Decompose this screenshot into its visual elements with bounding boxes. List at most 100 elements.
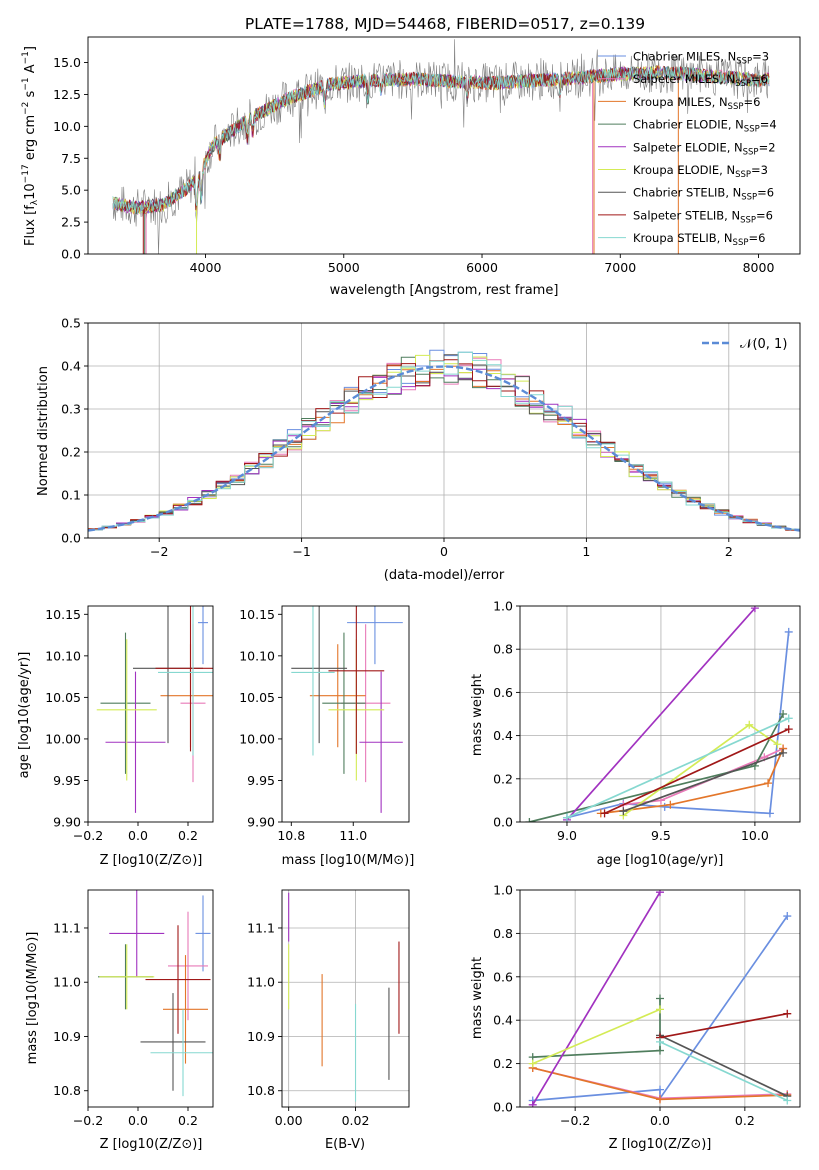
mass-vs-Z-panel: −0.2 0.0 0.2 10.8 10.9 11.0 11.1 Z [log10(Z/Z⊙)… bbox=[25, 889, 214, 1152]
y-tick-label: 10.05 bbox=[45, 690, 81, 705]
y-tick-label: 1.0 bbox=[493, 599, 513, 614]
spectrum-legend: Chabrier MILES, NSSP=3 Salpeter MILES, NS… bbox=[598, 50, 777, 248]
mass-weight-marker bbox=[773, 740, 782, 749]
y-tick-label: 10.00 bbox=[45, 731, 81, 746]
y-tick-label: 10.9 bbox=[247, 1029, 275, 1044]
axes-border bbox=[281, 605, 410, 823]
residual-histogram-step bbox=[88, 351, 800, 531]
x-tick-label: 7000 bbox=[604, 260, 636, 275]
mass-weight-marker bbox=[525, 818, 534, 822]
x-tick-label: 6000 bbox=[466, 260, 498, 275]
legend-subscript: SSP bbox=[735, 170, 751, 180]
weight-vs-age-panel: 9.0 9.5 10.0 0.0 0.2 0.4 0.6 0.8 1.0 age [log10(a… bbox=[470, 599, 801, 868]
legend-label: Salpeter ELODIE, NSSP=2 bbox=[633, 140, 776, 157]
axes-border bbox=[87, 36, 801, 255]
plot-area bbox=[282, 890, 409, 1107]
y-tick-label: 0.4 bbox=[61, 359, 81, 374]
x-tick-label: 0.2 bbox=[178, 828, 198, 843]
x-tick-label: 10.8 bbox=[277, 828, 305, 843]
x-axis-label: Z [log10(Z/Z⊙)] bbox=[609, 1137, 712, 1152]
y-tick-label: 10.8 bbox=[247, 1083, 275, 1098]
histogram-ylabel: Normed distribution bbox=[36, 366, 51, 496]
mass-weight-marker bbox=[784, 714, 793, 723]
mass-weight-marker bbox=[600, 809, 609, 818]
mass-weight-line bbox=[566, 607, 756, 821]
legend-subscript: SSP bbox=[733, 238, 749, 248]
x-tick-label: 2 bbox=[725, 544, 733, 559]
data-layer bbox=[288, 892, 400, 1102]
legend-label: Salpeter MILES, NSSP=6 bbox=[633, 72, 768, 89]
mass-weight-marker bbox=[784, 725, 793, 734]
axes-frame: −0.2 0.0 0.2 10.8 10.9 11.0 11.1 bbox=[53, 889, 214, 1128]
mass-weight-marker bbox=[656, 1085, 664, 1094]
y-tick-label: 10.10 bbox=[239, 648, 275, 663]
mass-weight-marker bbox=[750, 606, 759, 613]
x-axis-label: age [log10(age/yr)] bbox=[597, 853, 724, 868]
legend-subscript: SSP bbox=[728, 102, 744, 112]
mass-weight-line bbox=[659, 1034, 788, 1097]
x-tick-label: −0.2 bbox=[73, 828, 103, 843]
y-tick-label: 9.90 bbox=[53, 815, 81, 830]
axes-border bbox=[281, 889, 410, 1108]
x-tick-label: 8000 bbox=[743, 260, 775, 275]
y-tick-label: 10.10 bbox=[45, 648, 81, 663]
y-tick-label: 10.0 bbox=[53, 119, 81, 134]
legend-value: =6 bbox=[748, 231, 765, 245]
mass-weight-marker bbox=[656, 1046, 664, 1055]
y-tick-label: 11.0 bbox=[53, 975, 81, 990]
y-axis-label: age [log10(age/yr)] bbox=[17, 652, 32, 779]
y-tick-label: 0.2 bbox=[493, 771, 513, 786]
y-tick-label: 9.95 bbox=[53, 773, 81, 788]
mass-weight-marker bbox=[656, 890, 664, 897]
data-layer bbox=[528, 890, 792, 1107]
y-tick-label: 2.5 bbox=[61, 215, 81, 230]
x-tick-label: 0.02 bbox=[342, 1113, 370, 1128]
axes-frame: 10.8 11.0 9.90 9.95 10.00 10.05 10.10 10.15 bbox=[239, 605, 410, 843]
y-tick-label: 0.8 bbox=[493, 642, 513, 657]
data-layer bbox=[98, 890, 213, 1097]
legend-value: =2 bbox=[759, 140, 776, 154]
y-tick-label: 10.15 bbox=[45, 607, 81, 622]
legend-value: =3 bbox=[752, 50, 769, 64]
mass-weight-marker bbox=[656, 1005, 664, 1014]
mass-weight-line bbox=[604, 728, 790, 815]
axes-border bbox=[519, 889, 801, 1108]
x-tick-label: 0.2 bbox=[178, 1113, 198, 1128]
x-tick-label: 10.0 bbox=[741, 828, 769, 843]
mass-weight-line bbox=[600, 748, 784, 815]
y-tick-label: 0.2 bbox=[493, 1056, 513, 1071]
mass-weight-marker bbox=[528, 1059, 537, 1068]
mass-weight-marker bbox=[666, 800, 675, 809]
axes-border bbox=[87, 322, 801, 539]
data-layer bbox=[291, 606, 403, 813]
mass-vs-ebv-panel: 0.00 0.02 10.8 10.9 11.0 11.1 E(B-V) bbox=[247, 889, 410, 1152]
data-layer bbox=[88, 349, 800, 532]
x-axis-label: Z [log10(Z/Z⊙)] bbox=[100, 1137, 203, 1152]
legend-value: =6 bbox=[756, 208, 773, 222]
mass-weight-line bbox=[531, 891, 661, 1106]
mass-weight-marker bbox=[660, 802, 669, 811]
mass-weight-line bbox=[532, 915, 788, 1102]
legend-subscript: SSP bbox=[740, 215, 756, 225]
y-tick-label: 10.15 bbox=[239, 607, 275, 622]
y-tick-label: 0.0 bbox=[61, 531, 81, 546]
axes-border bbox=[87, 605, 214, 823]
figure-title: PLATE=1788, MJD=54468, FIBERID=0517, z=0… bbox=[245, 15, 645, 33]
histogram-xlabel: (data-model)/error bbox=[384, 568, 505, 583]
mass-weight-marker bbox=[784, 627, 793, 636]
y-tick-label: 10.9 bbox=[53, 1029, 81, 1044]
plot-area bbox=[282, 606, 409, 822]
mass-weight-marker bbox=[779, 710, 788, 718]
mass-weight-line bbox=[623, 752, 784, 812]
axes-frame: −0.2 0.0 0.2 0.0 0.2 0.4 0.6 0.8 1.0 bbox=[493, 883, 801, 1128]
spectrum-xlabel: wavelength [Angstrom, rest frame] bbox=[330, 283, 559, 298]
y-tick-label: 0.0 bbox=[61, 247, 81, 262]
mass-weight-marker bbox=[764, 779, 773, 788]
mass-weight-marker bbox=[619, 807, 628, 816]
x-tick-label: 0.0 bbox=[128, 828, 148, 843]
y-tick-label: 11.1 bbox=[247, 920, 275, 935]
x-axis-label: Z [log10(Z/Z⊙)] bbox=[100, 853, 203, 868]
y-tick-label: 0.4 bbox=[493, 1013, 513, 1028]
y-tick-label: 0.6 bbox=[493, 685, 513, 700]
